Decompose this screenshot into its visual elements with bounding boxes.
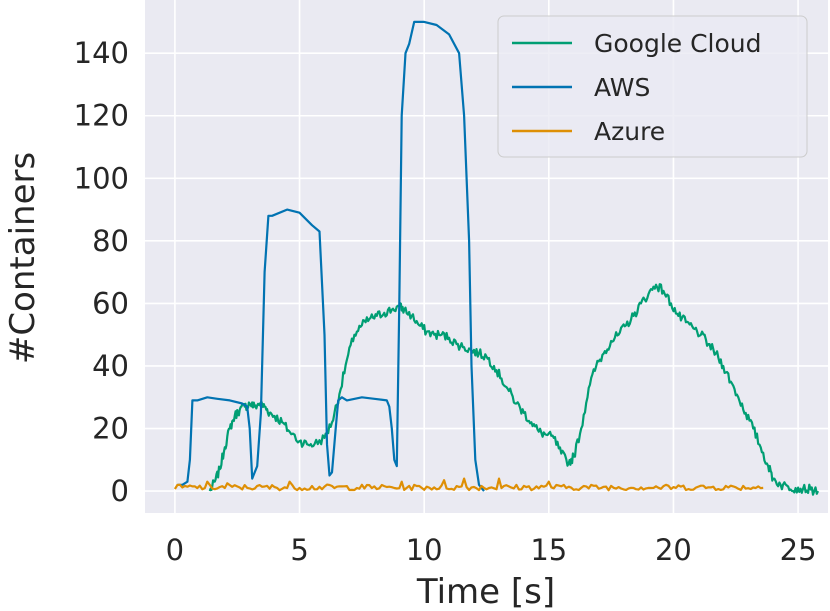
y-tick-label: 80 [92, 224, 129, 258]
series-line-azure [173, 477, 764, 492]
series-layer [173, 20, 820, 496]
x-tick-labels: 0 5 10 15 20 25 [166, 533, 817, 567]
x-tick-label: 0 [166, 533, 184, 567]
x-axis-label: Time [s] [416, 572, 555, 611]
y-tick-label: 140 [74, 36, 129, 70]
legend-box [497, 15, 808, 158]
legend-label: Google Cloud [594, 29, 762, 58]
y-tick-label: 60 [92, 286, 129, 320]
x-tick-label: 20 [655, 533, 692, 567]
y-tick-label: 100 [74, 161, 129, 195]
legend: Google Cloud AWS Azure [497, 15, 808, 158]
x-tick-label: 5 [290, 533, 308, 567]
series-line-google-cloud [208, 283, 820, 496]
y-tick-label: 20 [92, 412, 129, 446]
y-tick-label: 0 [111, 474, 129, 508]
x-tick-label: 10 [406, 533, 443, 567]
y-tick-labels: 0 20 40 60 80 100 120 140 [74, 36, 129, 508]
x-tick-label: 15 [530, 533, 567, 567]
legend-label: Azure [594, 117, 665, 146]
y-tick-label: 120 [74, 99, 129, 133]
y-axis-label: #Containers [3, 152, 43, 364]
x-tick-label: 25 [780, 533, 817, 567]
y-tick-label: 40 [92, 349, 129, 383]
legend-label: AWS [594, 73, 650, 102]
series-line-aws [177, 20, 485, 492]
